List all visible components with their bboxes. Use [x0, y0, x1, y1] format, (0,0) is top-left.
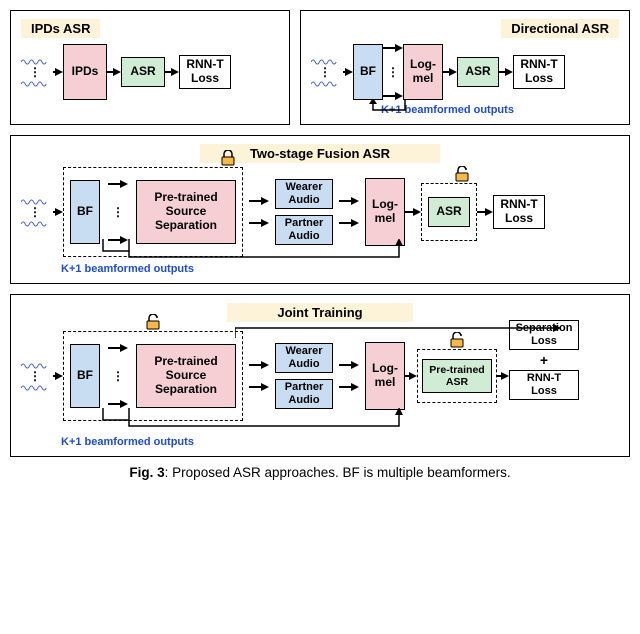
- connector: [53, 68, 63, 76]
- block-asr: ASR: [457, 57, 499, 87]
- lock-closed-icon: [220, 150, 236, 166]
- feedback-path: [99, 239, 409, 267]
- connector: [443, 68, 457, 76]
- connector: [165, 68, 179, 76]
- figure-caption: Fig. 3: Proposed ASR approaches. BF is m…: [10, 465, 630, 480]
- block-source-sep: Pre-trained Source Separation: [136, 344, 236, 408]
- note-k1: K+1 beamformed outputs: [61, 436, 619, 448]
- directional-row: ⋮ BF ⋮ Log- mel ASR RNN-T Loss: [311, 42, 619, 102]
- ipds-row: ⋮ IPDs ASR RNN-T Loss: [21, 42, 279, 102]
- plus-icon: +: [538, 352, 550, 368]
- connector: [405, 208, 421, 216]
- block-bf: BF: [70, 344, 100, 408]
- wave-icon: [311, 55, 339, 67]
- multi-connector: ⋮: [383, 40, 403, 104]
- trainable-asr: ASR: [421, 183, 477, 241]
- connector: [343, 68, 353, 76]
- wave-icon: [21, 77, 49, 89]
- joint-row: ⋮ BF ⋮ Pre-trained Source Separation Wea…: [21, 326, 619, 426]
- block-asr: ASR: [121, 57, 165, 87]
- split-connectors: [249, 361, 269, 391]
- ellipsis-icon: ⋮: [311, 69, 339, 75]
- block-wearer: Wearer Audio: [275, 179, 333, 209]
- title-wrap: Two-stage Fusion ASR: [21, 144, 619, 167]
- panel-joint: Joint Training ⋮ BF ⋮ Pre-trained Source…: [10, 294, 630, 457]
- block-bf: BF: [353, 44, 383, 100]
- ellipsis-icon: ⋮: [21, 373, 49, 379]
- connector: [497, 372, 509, 380]
- caption-text: : Proposed ASR approaches. BF is multipl…: [165, 465, 511, 480]
- block-source-sep: Pre-trained Source Separation: [136, 180, 236, 244]
- connector: [499, 68, 513, 76]
- ellipsis-icon: ⋮: [21, 69, 49, 75]
- block-logmel: Log- mel: [365, 342, 405, 410]
- block-rnnt-loss: RNN-T Loss: [179, 55, 231, 89]
- wave-icon: [21, 359, 49, 371]
- connector: [477, 208, 493, 216]
- block-logmel: Log- mel: [403, 44, 443, 100]
- connector: [405, 372, 417, 380]
- block-rnnt-loss: RNN-T Loss: [509, 370, 579, 400]
- wave-inputs: ⋮: [21, 55, 49, 89]
- lock-open-icon: [454, 166, 470, 182]
- panel-ipds: IPDs ASR ⋮ IPDs ASR RNN-T Loss: [10, 10, 290, 125]
- wave-inputs: ⋮: [21, 359, 49, 393]
- block-asr: ASR: [428, 197, 470, 227]
- panel-title-directional: Directional ASR: [501, 19, 619, 38]
- twostage-row: ⋮ BF ⋮ Pre-trained Source Separation Wea…: [21, 167, 619, 257]
- panel-title-joint: Joint Training: [227, 303, 412, 322]
- block-logmel: Log- mel: [365, 178, 405, 246]
- feedback-path: [99, 408, 409, 436]
- block-pretrained-asr: Pre-trained ASR: [422, 359, 492, 393]
- title-wrap: Directional ASR: [311, 19, 619, 42]
- wave-icon: [21, 381, 49, 393]
- connector: [53, 208, 63, 216]
- connector: [107, 68, 121, 76]
- audio-split: Wearer Audio Partner Audio: [275, 179, 333, 245]
- ellipsis-icon: ⋮: [21, 209, 49, 215]
- caption-fig: Fig. 3: [129, 465, 164, 480]
- merge-connectors: [339, 361, 359, 391]
- block-ipds: IPDs: [63, 44, 107, 100]
- split-connectors: [249, 197, 269, 227]
- multi-connector: ⋮: [108, 340, 128, 412]
- trainable-asr: Pre-trained ASR: [417, 349, 497, 403]
- wave-inputs: ⋮: [311, 55, 339, 89]
- wave-icon: [311, 77, 339, 89]
- block-rnnt-loss: RNN-T Loss: [513, 55, 565, 89]
- panel-title-ipds: IPDs ASR: [21, 19, 100, 38]
- connector: [53, 372, 63, 380]
- merge-connectors: [339, 197, 359, 227]
- multi-connector: ⋮: [108, 176, 128, 248]
- lock-open-icon: [145, 314, 161, 330]
- top-row: IPDs ASR ⋮ IPDs ASR RNN-T Loss Direction…: [10, 10, 630, 125]
- block-rnnt-loss: RNN-T Loss: [493, 195, 545, 229]
- block-wearer: Wearer Audio: [275, 343, 333, 373]
- feedback-path: [367, 100, 467, 123]
- wave-icon: [21, 217, 49, 229]
- audio-split: Wearer Audio Partner Audio: [275, 343, 333, 409]
- block-partner: Partner Audio: [275, 379, 333, 409]
- block-bf: BF: [70, 180, 100, 244]
- panel-directional: Directional ASR ⋮ BF ⋮ Log- mel ASR RNN-…: [300, 10, 630, 125]
- sep-loss-path: [235, 322, 565, 342]
- wave-inputs: ⋮: [21, 195, 49, 229]
- panel-twostage: Two-stage Fusion ASR ⋮ BF ⋮ Pre-trained …: [10, 135, 630, 284]
- loss-stack: Separation Loss + RNN-T Loss: [509, 338, 579, 414]
- wave-icon: [21, 55, 49, 67]
- wave-icon: [21, 195, 49, 207]
